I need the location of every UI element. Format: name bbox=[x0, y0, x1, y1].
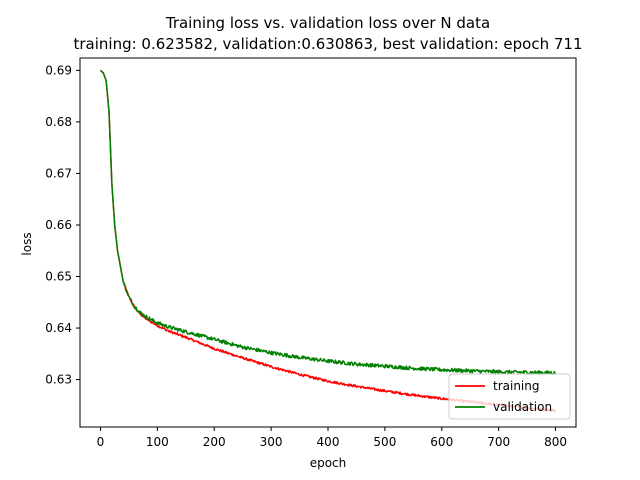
y-tick-label: 0.66 bbox=[45, 218, 72, 232]
x-tick-label: 700 bbox=[487, 435, 510, 449]
x-tick-label: 500 bbox=[373, 435, 396, 449]
x-tick-label: 200 bbox=[203, 435, 226, 449]
x-tick-label: 400 bbox=[317, 435, 340, 449]
x-tick-label: 0 bbox=[97, 435, 105, 449]
y-tick-label: 0.68 bbox=[45, 115, 72, 129]
y-tick-label: 0.64 bbox=[45, 321, 72, 335]
chart-title: Training loss vs. validation loss over N… bbox=[165, 14, 490, 32]
chart-subtitle: training: 0.623582, validation:0.630863,… bbox=[73, 35, 582, 53]
x-tick-label: 300 bbox=[260, 435, 283, 449]
x-tick-label: 100 bbox=[146, 435, 169, 449]
x-tick-label: 800 bbox=[544, 435, 567, 449]
x-axis-label: epoch bbox=[310, 456, 347, 470]
x-tick-label: 600 bbox=[430, 435, 453, 449]
legend-label-validation: validation bbox=[493, 400, 552, 414]
y-tick-label: 0.63 bbox=[45, 373, 72, 387]
legend: training validation bbox=[448, 373, 571, 420]
y-tick-label: 0.65 bbox=[45, 270, 72, 284]
y-tick-label: 0.67 bbox=[45, 166, 72, 180]
y-axis-label: loss bbox=[20, 232, 34, 255]
axis-ticks: 0 100 200 300 400 500 600 700 800 0.63 0.64 0.65 0.6… bbox=[45, 57, 577, 449]
legend-label-training: training bbox=[493, 379, 540, 393]
y-tick-label: 0.69 bbox=[45, 63, 72, 77]
series-line-validation bbox=[99, 69, 557, 376]
